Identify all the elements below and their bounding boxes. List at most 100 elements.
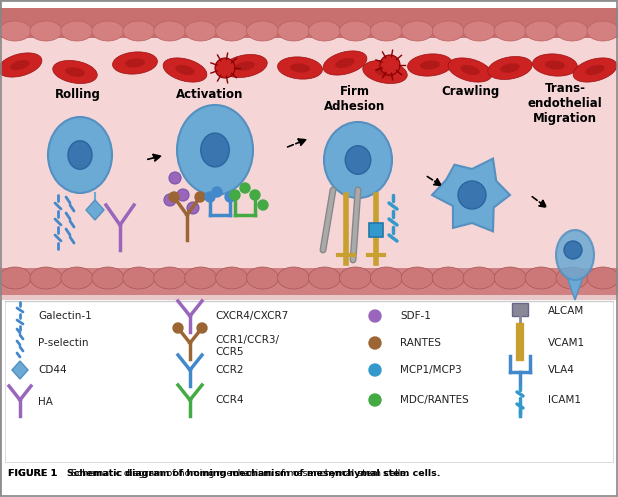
Text: CCR2: CCR2	[215, 365, 243, 375]
Ellipse shape	[247, 267, 279, 289]
Ellipse shape	[587, 267, 618, 289]
Ellipse shape	[163, 58, 207, 82]
Text: RANTES: RANTES	[400, 338, 441, 348]
Ellipse shape	[308, 21, 341, 41]
Ellipse shape	[556, 21, 588, 41]
Ellipse shape	[154, 267, 186, 289]
Circle shape	[169, 172, 181, 184]
Ellipse shape	[525, 21, 557, 41]
Text: HA: HA	[38, 397, 53, 407]
Ellipse shape	[363, 61, 407, 83]
Text: Rolling: Rolling	[55, 88, 101, 101]
Text: Firm
Adhesion: Firm Adhesion	[324, 85, 386, 113]
Ellipse shape	[432, 21, 464, 41]
Bar	[0, 8, 618, 38]
Ellipse shape	[545, 61, 565, 70]
Circle shape	[187, 202, 199, 214]
Ellipse shape	[30, 21, 62, 41]
Ellipse shape	[323, 51, 367, 75]
Ellipse shape	[533, 54, 577, 76]
Bar	[0, 38, 618, 268]
Ellipse shape	[216, 267, 248, 289]
Text: CD44: CD44	[38, 365, 67, 375]
Ellipse shape	[407, 54, 452, 76]
Polygon shape	[86, 200, 104, 220]
Ellipse shape	[0, 53, 42, 77]
Polygon shape	[12, 361, 28, 379]
Ellipse shape	[154, 21, 186, 41]
Ellipse shape	[277, 21, 310, 41]
Ellipse shape	[458, 181, 486, 209]
Ellipse shape	[556, 267, 588, 289]
Ellipse shape	[339, 21, 371, 41]
Circle shape	[215, 58, 235, 78]
Ellipse shape	[11, 60, 30, 70]
Circle shape	[164, 194, 176, 206]
Text: Schematic diagram of homing mechanism of mesenchymal stem cells.: Schematic diagram of homing mechanism of…	[65, 469, 408, 478]
Ellipse shape	[177, 105, 253, 195]
Ellipse shape	[401, 21, 433, 41]
Circle shape	[369, 337, 381, 349]
Circle shape	[173, 323, 183, 333]
Ellipse shape	[525, 267, 557, 289]
Circle shape	[369, 364, 381, 376]
Text: ALCAM: ALCAM	[548, 306, 584, 316]
Text: VLA4: VLA4	[548, 365, 575, 375]
Bar	[0, 295, 618, 300]
Circle shape	[369, 394, 381, 406]
Ellipse shape	[464, 21, 495, 41]
Ellipse shape	[112, 52, 158, 74]
Circle shape	[369, 310, 381, 322]
Polygon shape	[432, 159, 510, 232]
Ellipse shape	[30, 267, 62, 289]
Text: Galectin-1: Galectin-1	[38, 311, 91, 321]
Ellipse shape	[375, 67, 395, 77]
Ellipse shape	[564, 241, 582, 259]
Ellipse shape	[48, 117, 112, 193]
Ellipse shape	[324, 122, 392, 198]
Ellipse shape	[448, 58, 492, 82]
Circle shape	[197, 323, 207, 333]
Ellipse shape	[61, 21, 93, 41]
Text: Trans-
endothelial
Migration: Trans- endothelial Migration	[528, 82, 603, 125]
Ellipse shape	[123, 267, 154, 289]
Ellipse shape	[432, 267, 464, 289]
Ellipse shape	[92, 21, 124, 41]
Ellipse shape	[401, 267, 433, 289]
Ellipse shape	[494, 21, 526, 41]
Text: MDC/RANTES: MDC/RANTES	[400, 395, 468, 405]
Ellipse shape	[216, 21, 248, 41]
Text: FIGURE 1: FIGURE 1	[8, 469, 57, 478]
Ellipse shape	[222, 55, 267, 78]
Text: SDF-1: SDF-1	[400, 311, 431, 321]
Text: Activation: Activation	[176, 88, 243, 101]
Circle shape	[212, 187, 222, 197]
Circle shape	[225, 192, 235, 202]
Circle shape	[177, 189, 189, 201]
Ellipse shape	[460, 65, 480, 75]
Text: CXCR4/CXCR7: CXCR4/CXCR7	[215, 311, 288, 321]
Ellipse shape	[556, 230, 594, 280]
Ellipse shape	[290, 64, 310, 73]
Ellipse shape	[235, 61, 255, 71]
Ellipse shape	[0, 267, 31, 289]
Ellipse shape	[277, 57, 323, 79]
Ellipse shape	[65, 67, 85, 77]
Circle shape	[380, 55, 400, 75]
Text: Crawling: Crawling	[441, 85, 499, 98]
Bar	[369, 223, 383, 237]
Ellipse shape	[123, 21, 154, 41]
Ellipse shape	[277, 267, 310, 289]
Circle shape	[169, 192, 179, 202]
Ellipse shape	[53, 61, 97, 83]
Ellipse shape	[247, 21, 279, 41]
Ellipse shape	[185, 267, 217, 289]
Bar	[5, 301, 613, 462]
Circle shape	[258, 200, 268, 210]
Ellipse shape	[420, 61, 440, 70]
Ellipse shape	[573, 58, 617, 82]
Ellipse shape	[185, 21, 217, 41]
Text: P-selectin: P-selectin	[38, 338, 88, 348]
Text: CCR1/CCR3/
CCR5: CCR1/CCR3/ CCR5	[215, 335, 279, 357]
Ellipse shape	[464, 267, 495, 289]
